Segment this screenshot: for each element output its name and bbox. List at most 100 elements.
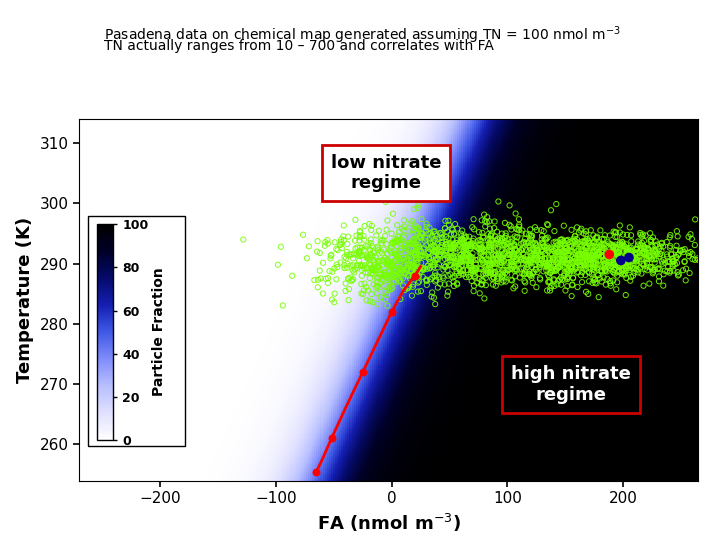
Point <box>430 243 441 252</box>
Point <box>409 235 420 244</box>
Point <box>559 241 571 250</box>
Point <box>551 239 562 247</box>
Point <box>419 233 431 242</box>
Point <box>590 239 602 248</box>
Point <box>556 259 567 268</box>
Point <box>609 260 621 268</box>
Point <box>513 251 524 260</box>
Point <box>618 265 630 274</box>
Point <box>618 241 630 250</box>
Point <box>439 224 451 233</box>
Point <box>513 247 525 256</box>
Point <box>653 264 665 273</box>
Point <box>457 270 469 279</box>
Point <box>492 254 503 262</box>
Point <box>450 247 462 255</box>
Point <box>500 242 512 251</box>
Point <box>469 266 481 275</box>
Point <box>624 223 636 232</box>
Point <box>470 259 482 267</box>
Point <box>374 273 385 281</box>
Point <box>475 265 487 273</box>
Point <box>534 258 545 267</box>
Point <box>439 280 451 289</box>
Point <box>539 234 551 243</box>
Point <box>631 254 642 263</box>
Point <box>652 250 663 259</box>
Point <box>382 286 394 294</box>
Point <box>356 280 367 288</box>
Point <box>519 278 531 287</box>
Point <box>342 232 354 241</box>
Point <box>616 256 628 265</box>
Point <box>588 248 599 257</box>
Point <box>458 247 469 255</box>
Point <box>325 251 337 259</box>
Point <box>588 258 599 267</box>
Point <box>609 228 621 237</box>
Point <box>466 266 477 274</box>
Point <box>562 247 574 255</box>
Point <box>521 263 533 272</box>
Point <box>565 247 577 255</box>
Point <box>566 248 577 256</box>
Point <box>547 254 559 262</box>
Point <box>459 231 470 240</box>
Point <box>413 243 425 252</box>
Point <box>475 280 487 289</box>
Point <box>616 266 628 274</box>
Point <box>429 247 441 256</box>
Point <box>554 248 566 256</box>
Point <box>580 252 591 261</box>
Point <box>556 245 567 254</box>
Point <box>375 247 387 255</box>
Point <box>631 245 642 254</box>
Point <box>559 269 570 278</box>
Point <box>548 267 559 275</box>
Point <box>348 249 359 258</box>
Point <box>445 247 456 256</box>
Point <box>419 253 431 261</box>
Point <box>372 244 383 253</box>
Point <box>631 249 643 258</box>
Point <box>586 270 598 279</box>
Point <box>672 271 684 280</box>
Point <box>653 252 665 261</box>
Point <box>537 247 549 256</box>
Point <box>361 253 373 262</box>
Point <box>411 243 423 252</box>
Point <box>369 261 380 269</box>
Point <box>558 255 570 264</box>
Point <box>483 246 495 254</box>
Point <box>583 255 595 264</box>
Point <box>525 253 536 262</box>
Point <box>603 256 615 265</box>
Point <box>624 276 636 285</box>
Point <box>449 242 461 251</box>
Point <box>550 266 562 275</box>
Point <box>499 273 510 282</box>
Point <box>427 238 438 247</box>
Point <box>648 252 660 260</box>
Point <box>484 239 495 247</box>
Point <box>421 222 433 231</box>
Point <box>365 235 377 244</box>
Point <box>448 253 459 262</box>
Point <box>562 237 573 245</box>
Point <box>577 268 588 276</box>
Point <box>614 238 626 247</box>
Point <box>429 268 441 277</box>
Point <box>449 220 461 228</box>
Point <box>277 301 289 310</box>
Point <box>572 258 583 267</box>
Point <box>511 233 523 241</box>
Point <box>593 250 605 259</box>
Point <box>430 247 441 256</box>
Point <box>610 264 621 272</box>
Point <box>561 265 572 273</box>
Point <box>468 270 480 279</box>
Point <box>662 257 674 266</box>
Point <box>350 244 361 253</box>
Point <box>405 219 416 228</box>
Point <box>689 241 701 249</box>
